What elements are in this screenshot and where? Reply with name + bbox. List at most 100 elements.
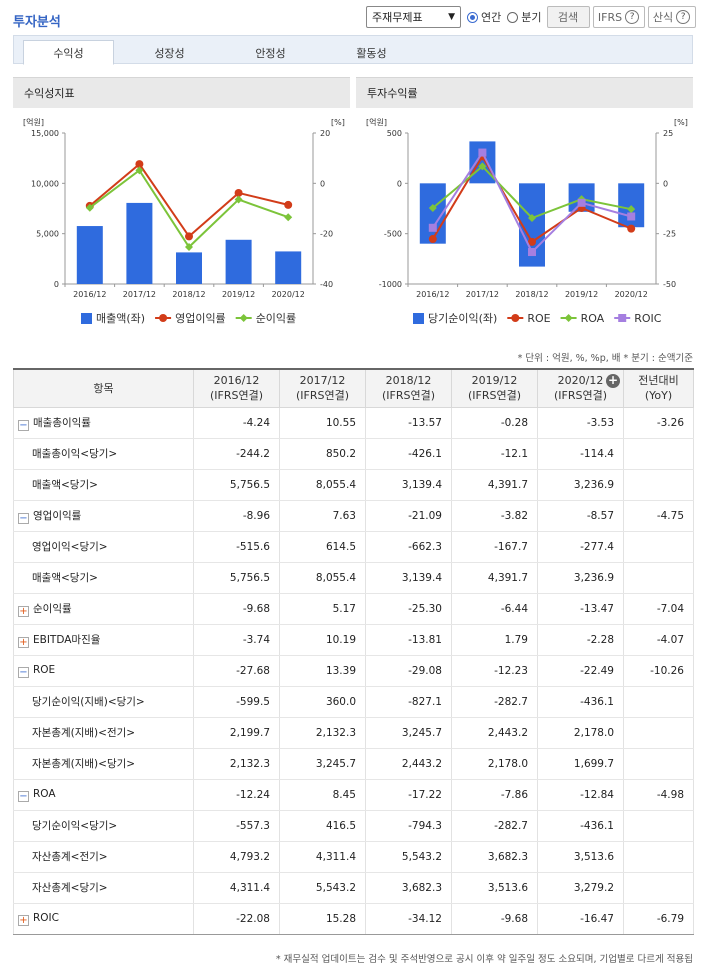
table-cell: 5,756.5	[193, 468, 280, 501]
bar	[126, 202, 153, 284]
table-cell: -25.30	[365, 592, 452, 625]
tab-profitability[interactable]: 수익성	[23, 40, 114, 65]
table-cell: -6.44	[451, 592, 538, 625]
table-row: − ROE -27.68 13.39 -29.08 -12.23 -22.49 -10.26	[13, 654, 694, 687]
y-right-tick-label: -50	[663, 280, 676, 289]
table-cell: -10.26	[623, 654, 694, 687]
row-label[interactable]: + EBITDA마진율	[13, 623, 194, 656]
legend-swatch	[413, 313, 424, 324]
table-cell: 2,443.2	[365, 747, 452, 780]
table-cell	[623, 809, 694, 842]
y-right-tick-label: -20	[320, 230, 333, 239]
radio-annual[interactable]: 연간	[467, 9, 501, 25]
table-cell: -662.3	[365, 530, 452, 563]
data-point	[428, 203, 437, 212]
table-cell: 5,543.2	[279, 871, 366, 904]
row-label[interactable]: − ROA	[13, 778, 194, 811]
table-cell: 3,513.6	[537, 840, 624, 873]
legend-label: 영업이익률	[175, 312, 226, 325]
expand-icon[interactable]: +	[18, 636, 29, 648]
table-cell: 7.63	[279, 499, 366, 532]
header-col: 2019/12 (IFRS연결)	[451, 368, 538, 408]
formula-help-button[interactable]: 산식?	[647, 6, 696, 28]
table-cell: 3,236.9	[537, 561, 624, 594]
table-cell: 850.2	[279, 437, 366, 470]
data-point	[234, 195, 243, 204]
row-label-text: 매출액<당기>	[32, 572, 98, 584]
data-point	[85, 203, 94, 212]
legend-swatch	[81, 313, 92, 324]
tab-activity[interactable]: 활동성	[356, 46, 387, 60]
row-label: 매출총이익<당기>	[13, 437, 194, 470]
header-col: 2018/12 (IFRS연결)	[365, 368, 452, 408]
radio-quarter[interactable]: 분기	[507, 9, 542, 25]
row-label[interactable]: − 영업이익률	[13, 499, 194, 532]
row-label[interactable]: + 순이익률	[13, 592, 194, 625]
tab-growth[interactable]: 성장성	[154, 46, 185, 60]
data-point	[284, 200, 293, 209]
legend-label: 순이익률	[256, 312, 296, 325]
legend-marker	[564, 314, 573, 322]
row-label: 당기순이익<당기>	[13, 809, 194, 842]
table-cell	[623, 716, 694, 749]
footnote: * 재무실적 업데이트는 검수 및 주석반영으로 공시 이후 약 일주일 정도 …	[275, 954, 693, 965]
expand-icon[interactable]: +	[18, 914, 29, 926]
row-label-text: 자본총계(지배)<전기>	[32, 727, 136, 739]
table-cell: 2,199.7	[193, 716, 280, 749]
expand-icon[interactable]: +	[18, 605, 29, 617]
y-left-tick-label: 0	[397, 179, 402, 188]
legend-marker	[511, 314, 520, 322]
ifrs-help-button[interactable]: IFRS?	[592, 6, 645, 28]
table-cell: 8.45	[279, 778, 366, 811]
bar	[76, 226, 103, 284]
table-cell: 3,139.4	[365, 561, 452, 594]
row-label-text: 자본총계(지배)<당기>	[32, 758, 136, 770]
y-right-unit: [%]	[331, 118, 345, 127]
table-row: 매출액<당기> 5,756.5 8,055.4 3,139.4 4,391.7 3,236…	[13, 561, 694, 594]
row-label[interactable]: + ROIC	[13, 902, 194, 935]
collapse-icon[interactable]: −	[18, 790, 29, 802]
x-tick-label: 2016/12	[73, 290, 106, 299]
row-label-text: 당기순이익(지배)<당기>	[32, 696, 145, 708]
data-point	[478, 148, 487, 157]
statement-select[interactable]: 주재무제표 ▼	[366, 6, 461, 28]
table-cell: 2,443.2	[451, 716, 538, 749]
search-button[interactable]: 검색	[546, 6, 590, 28]
y-left-tick-label: 500	[387, 129, 402, 138]
x-tick-label: 2018/12	[172, 290, 205, 299]
collapse-icon[interactable]: −	[18, 666, 29, 678]
table-cell: 3,279.2	[537, 871, 624, 904]
table-cell: -282.7	[451, 685, 538, 718]
legend-marker	[618, 314, 627, 322]
table-row: + ROIC -22.08 15.28 -34.12 -9.68 -16.47 -6.79	[13, 902, 694, 935]
collapse-icon[interactable]: −	[18, 419, 29, 431]
table-cell: 3,245.7	[279, 747, 366, 780]
table-cell: -9.68	[451, 902, 538, 935]
collapse-icon[interactable]: −	[18, 512, 29, 524]
table-cell: -2.28	[537, 623, 624, 656]
table-cell	[623, 468, 694, 501]
page-title: 투자분석	[13, 15, 61, 30]
table-cell: -794.3	[365, 809, 452, 842]
table-cell: 4,311.4	[279, 840, 366, 873]
table-cell: -27.68	[193, 654, 280, 687]
table-cell: 416.5	[279, 809, 366, 842]
y-right-tick-label: 20	[320, 129, 330, 138]
table-cell: -17.22	[365, 778, 452, 811]
row-label[interactable]: − ROE	[13, 654, 194, 687]
tab-stability[interactable]: 안정성	[255, 46, 286, 60]
header-col: 2017/12 (IFRS연결)	[279, 368, 366, 408]
row-label: 자산총계<전기>	[13, 840, 194, 873]
plus-circle-icon[interactable]: +	[606, 373, 620, 388]
table-cell: -244.2	[193, 437, 280, 470]
table-cell: -436.1	[537, 809, 624, 842]
row-label[interactable]: − 매출총이익률	[13, 406, 194, 439]
header-col: 전년대비 (YoY)	[623, 368, 694, 408]
legend-label: 당기순이익(좌)	[428, 312, 497, 325]
chevron-down-icon: ▼	[448, 12, 455, 22]
table-row: 자본총계(지배)<전기> 2,199.7 2,132.3 3,245.7 2,443.2…	[13, 716, 694, 749]
table-cell: 4,391.7	[451, 468, 538, 501]
legend-label: ROE	[527, 312, 550, 325]
table-cell: -12.1	[451, 437, 538, 470]
